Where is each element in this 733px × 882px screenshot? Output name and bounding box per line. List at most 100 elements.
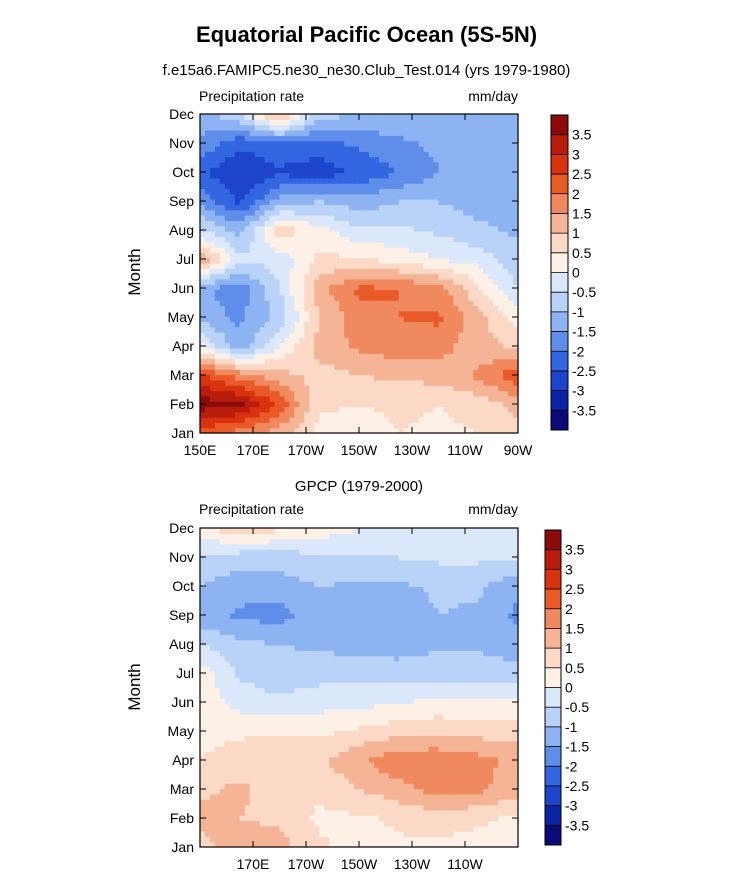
panel1-cell	[209, 310, 216, 317]
panel1-cell	[269, 289, 276, 296]
panel1-cell	[378, 342, 385, 349]
panel1-cell	[463, 241, 469, 248]
panel1-cell	[408, 369, 415, 376]
panel2-cell	[349, 788, 355, 795]
panel1-cell	[453, 236, 459, 243]
panel1-cell	[448, 310, 455, 317]
panel2-cell	[378, 804, 385, 811]
panel1-cell	[234, 300, 241, 306]
panel2-cell	[488, 777, 494, 784]
panel2-cell	[433, 831, 440, 837]
panel1-cell	[214, 358, 221, 365]
panel1-cell	[453, 342, 459, 349]
panel1-cell	[334, 305, 340, 312]
panel1-cell	[359, 284, 365, 291]
panel1-cell	[269, 220, 276, 227]
panel2-cell	[209, 831, 216, 837]
panel2-cell	[383, 820, 390, 827]
panel1-cell	[339, 273, 345, 280]
panel1-cell	[334, 427, 340, 434]
panel2-cell	[279, 761, 286, 768]
panel1-cell	[284, 374, 291, 381]
panel2-cell	[299, 815, 305, 822]
panel2-cell	[324, 815, 330, 822]
panel1-cell	[363, 395, 370, 402]
panel1-cell	[334, 401, 340, 408]
panel1-cell	[378, 305, 385, 312]
panel1-cell	[473, 262, 479, 269]
panel1-cell	[448, 417, 455, 423]
panel2-cell	[279, 820, 286, 827]
panel1-cell	[314, 230, 320, 237]
panel1-cell	[368, 326, 375, 333]
panel1-cell	[279, 427, 286, 434]
panel1-cell	[508, 321, 514, 328]
panel1-cell	[344, 326, 350, 333]
panel1-cell	[319, 257, 325, 264]
panel1-cell	[284, 300, 291, 306]
panel1-cell	[453, 385, 459, 392]
panel2-cell	[428, 809, 435, 816]
panel1-cell	[204, 374, 211, 381]
panel1-cell	[309, 289, 315, 296]
panel2-cell	[329, 804, 335, 811]
panel1-cell	[413, 310, 420, 317]
panel2-cell	[329, 836, 335, 843]
panel2-cell	[324, 831, 330, 837]
panel1-cell	[249, 225, 256, 232]
panel1-cell	[269, 395, 276, 402]
panel1-cell	[234, 326, 241, 333]
panel1-cell	[239, 278, 246, 285]
panel1-cell	[209, 273, 216, 280]
panel1-cell	[214, 262, 221, 269]
panel1-cell	[368, 289, 375, 296]
panel1-cell	[443, 220, 450, 227]
panel1-cell	[319, 310, 325, 317]
panel1-cell	[413, 347, 420, 354]
panel1-cell	[408, 268, 415, 275]
panel2-cell	[244, 793, 251, 800]
panel1-cell	[349, 427, 355, 434]
panel1-cell	[309, 257, 315, 264]
panel1-cell	[219, 358, 226, 365]
panel1-cell	[483, 262, 489, 269]
panel1-cell	[463, 316, 469, 322]
panel1-cell	[249, 310, 256, 317]
panel1-cell	[284, 252, 291, 259]
panel2-cell	[284, 836, 291, 843]
panel1-cell	[508, 284, 514, 291]
panel1-cell	[259, 294, 266, 301]
panel1-cell	[418, 321, 425, 328]
panel1-cell	[269, 236, 276, 243]
panel1-cell	[453, 294, 459, 301]
panel1-cell	[289, 316, 296, 322]
panel2-cell	[344, 820, 350, 827]
panel1-cell	[493, 300, 499, 306]
panel1-cell	[363, 417, 370, 423]
panel1-cell	[314, 395, 320, 402]
panel1-cell	[408, 331, 415, 338]
panel1-cell	[209, 262, 216, 269]
panel1-cell	[383, 321, 390, 328]
panel2-cell	[493, 788, 499, 795]
panel1-cell	[354, 310, 360, 317]
panel1-cell	[428, 257, 435, 264]
panel1-cell	[314, 316, 320, 322]
panel1-cell	[478, 230, 484, 237]
panel1-cell	[354, 241, 360, 248]
panel1-cell	[513, 422, 519, 429]
panel1-cell	[254, 374, 261, 381]
panel1-cell	[438, 215, 445, 221]
panel2-cell	[413, 788, 420, 795]
panel1-cell	[224, 369, 231, 376]
panel2-cell	[378, 783, 385, 790]
panel1-cell	[363, 241, 370, 248]
panel1-cell	[493, 305, 499, 312]
panel2-cell	[368, 799, 375, 806]
panel2-cell	[344, 772, 350, 779]
panel1-cell	[503, 289, 509, 296]
panel1-cell	[498, 262, 504, 269]
panel1-cell	[349, 379, 355, 386]
panel2-cell	[224, 815, 231, 822]
panel1-cell	[274, 353, 281, 360]
